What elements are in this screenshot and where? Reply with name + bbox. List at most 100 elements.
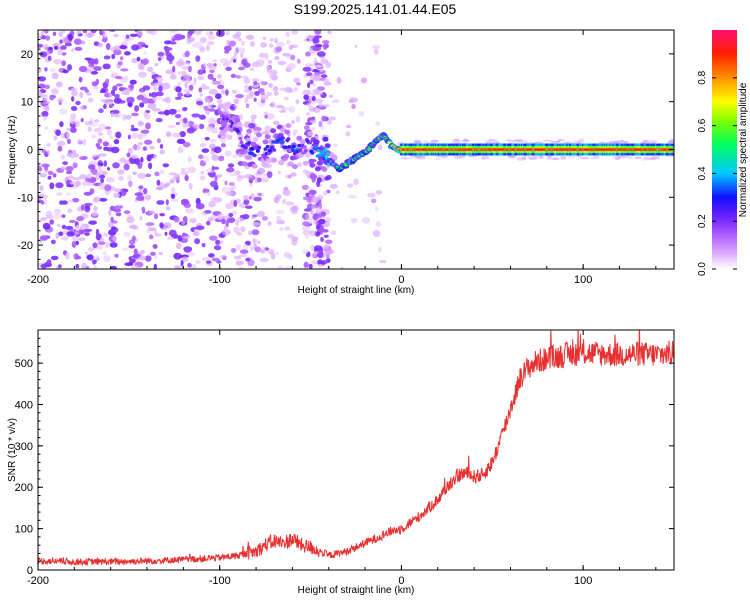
- spectrogram-cell: [126, 216, 135, 224]
- spectrogram-cell: [154, 171, 160, 177]
- spectrogram-cell: [528, 157, 539, 160]
- spectrogram-cell: [302, 221, 310, 227]
- spectrogram-cell: [318, 218, 326, 225]
- spectrogram-cell: [39, 94, 46, 98]
- spectrogram-cell: [263, 111, 268, 116]
- spectrogram-cell: [162, 82, 171, 90]
- spectrogram-cell: [113, 113, 120, 118]
- spectrogram-cell: [215, 239, 221, 245]
- spectrogram-cell: [158, 251, 163, 256]
- spectrogram-cell: [289, 206, 299, 213]
- spectrogram-cell: [201, 242, 206, 248]
- spectrogram-cell: [132, 144, 141, 151]
- spectrogram-cell: [138, 255, 147, 261]
- spectrogram-cell: [303, 148, 308, 153]
- spectrogram-cell: [290, 172, 297, 177]
- spectrogram-cell: [200, 170, 205, 175]
- spectrogram-cell: [70, 127, 77, 133]
- spectrogram-cell: [218, 111, 223, 115]
- spectrogram-cell: [589, 157, 597, 160]
- spectrogram-cell: [72, 177, 81, 181]
- spectrogram-cell: [310, 244, 315, 252]
- spectrogram-cell: [199, 175, 206, 181]
- spectrogram-cell: [187, 262, 192, 268]
- spectrogram-cell: [39, 185, 44, 192]
- spectrogram-cell: [283, 153, 290, 159]
- spectrogram-cell: [163, 109, 170, 116]
- spectrogram-cell: [223, 62, 230, 67]
- spectrogram-cell: [85, 92, 92, 96]
- spectrogram-cell: [146, 154, 152, 162]
- spectrogram-cell: [192, 231, 199, 237]
- spectrogram-cell: [173, 173, 181, 180]
- spectrogram-cell: [129, 258, 136, 264]
- spectrogram-cell: [274, 55, 280, 61]
- spectrogram-cell: [170, 193, 176, 199]
- spectrogram-cell: [238, 254, 248, 257]
- spectrogram-cell: [115, 76, 123, 80]
- spectrogram-cell: [149, 234, 154, 240]
- spectrogram-cell: [98, 197, 108, 202]
- spectrogram-cell: [156, 76, 163, 82]
- spectrogram-cell: [372, 230, 381, 237]
- spectrogram-cell: [306, 112, 310, 116]
- spectrogram-cell: [668, 140, 674, 143]
- spectrogram-cell: [61, 60, 66, 67]
- spectrogram-cell: [87, 32, 92, 39]
- spectrogram-cell: [45, 210, 53, 217]
- spectrogram-cell: [46, 259, 52, 266]
- spectrogram-cell: [123, 163, 130, 171]
- spectrogram-cell: [213, 166, 220, 170]
- spectrogram-cell: [76, 256, 82, 260]
- spectrogram-cell: [306, 102, 312, 108]
- spectrogram-cell: [157, 57, 162, 61]
- spectrogram-cell: [236, 232, 243, 236]
- spectrogram-cell: [272, 148, 277, 152]
- spectrogram-cell: [177, 71, 184, 76]
- spectrogram-cell: [222, 105, 229, 111]
- spectrogram-cell: [309, 92, 316, 96]
- spectrogram-cell: [430, 139, 439, 143]
- spectrogram-cell: [125, 114, 132, 120]
- spectrogram-cell: [67, 33, 73, 41]
- spectrogram-cell: [143, 111, 148, 117]
- spectrogram-cell: [113, 49, 122, 56]
- spectrogram-cell: [216, 260, 222, 264]
- spectrogram-cell: [73, 38, 82, 45]
- spectrogram-cell: [194, 238, 201, 245]
- spectrogram-cell: [44, 67, 48, 72]
- chart-title: S199.2025.141.01.44.E05: [294, 1, 457, 17]
- spectrogram-cell: [76, 139, 84, 145]
- spectrogram-cell: [45, 35, 51, 41]
- spectrogram-cell: [66, 64, 73, 71]
- spectrogram-cell: [257, 211, 265, 217]
- spectrogram-cell: [557, 138, 566, 142]
- spectrogram-cell: [110, 146, 120, 154]
- spectrogram-cell: [313, 245, 323, 251]
- spectrogram-cell: [238, 47, 246, 54]
- spectrogram-cell: [244, 84, 249, 89]
- spectrogram-cell: [252, 126, 262, 132]
- spectrogram-cell: [297, 143, 302, 148]
- spectrogram-cell: [137, 41, 144, 46]
- spectrogram-cell: [108, 93, 113, 98]
- spectrogram-cell: [136, 195, 145, 201]
- spectrogram-cell: [70, 87, 78, 92]
- spectrogram-cell: [124, 262, 134, 267]
- spectrogram-cell: [321, 115, 326, 122]
- spectrogram-cell: [277, 265, 284, 269]
- spectrogram-cell: [189, 30, 195, 34]
- spectrogram-cell: [282, 189, 291, 196]
- spectrogram-cell: [560, 155, 567, 160]
- spectrogram-cell: [266, 171, 273, 179]
- spectrogram-cell: [284, 129, 291, 135]
- spectrogram-cell: [181, 256, 189, 263]
- spectrogram-cell: [243, 199, 250, 205]
- spectrogram-cell: [243, 77, 250, 84]
- spectrogram-cell: [378, 246, 382, 253]
- spectrogram-cell: [114, 253, 119, 258]
- spectrogram-cell: [104, 184, 112, 192]
- spectrogram-cell: [76, 216, 85, 222]
- spectrogram-cell: [296, 58, 301, 64]
- spectrogram-cell: [155, 91, 164, 97]
